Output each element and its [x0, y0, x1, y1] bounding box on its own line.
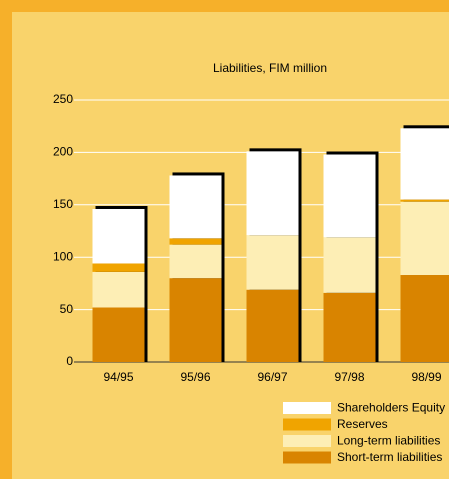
bar-segment [92, 307, 145, 362]
x-tick-label: 96/97 [257, 370, 287, 384]
y-tick-label: 0 [66, 354, 73, 368]
bar-segment [246, 151, 299, 236]
bar-segment [323, 237, 376, 293]
bar-segment [323, 292, 376, 362]
bar-segment [246, 235, 299, 290]
bar-segment [169, 244, 222, 279]
x-tick-label: 97/98 [334, 370, 364, 384]
x-tick-label: 98/99 [411, 370, 441, 384]
bar-segment [246, 289, 299, 362]
y-tick-label: 100 [53, 249, 73, 263]
bar-segment [92, 208, 145, 264]
bar-segment [400, 275, 449, 362]
bar-segment [400, 128, 449, 200]
bar-segment [323, 154, 376, 238]
y-tick-label: 50 [60, 302, 74, 316]
legend-label: Short-term liabilities [337, 450, 442, 464]
y-tick-label: 250 [53, 92, 73, 106]
bar-segment [400, 199, 449, 202]
bar-segment [169, 175, 222, 239]
legend-swatch [283, 451, 331, 464]
legend-label: Long-term liabilities [337, 434, 440, 448]
chart-title: Liabilities, FIM million [213, 61, 327, 75]
legend-label: Reserves [337, 417, 388, 431]
y-tick-label: 200 [53, 145, 73, 159]
bar-segment [92, 263, 145, 272]
bar-segment [169, 238, 222, 245]
bar-segment [92, 271, 145, 308]
legend-label: Shareholders Equity [337, 401, 445, 415]
x-tick-label: 95/96 [180, 370, 210, 384]
legend-swatch [283, 402, 331, 414]
legend-swatch [283, 435, 331, 447]
y-tick-label: 150 [53, 197, 73, 211]
x-tick-label: 94/95 [103, 370, 133, 384]
bar-segment [400, 201, 449, 276]
legend-swatch [283, 418, 331, 431]
bar-segment [169, 278, 222, 362]
